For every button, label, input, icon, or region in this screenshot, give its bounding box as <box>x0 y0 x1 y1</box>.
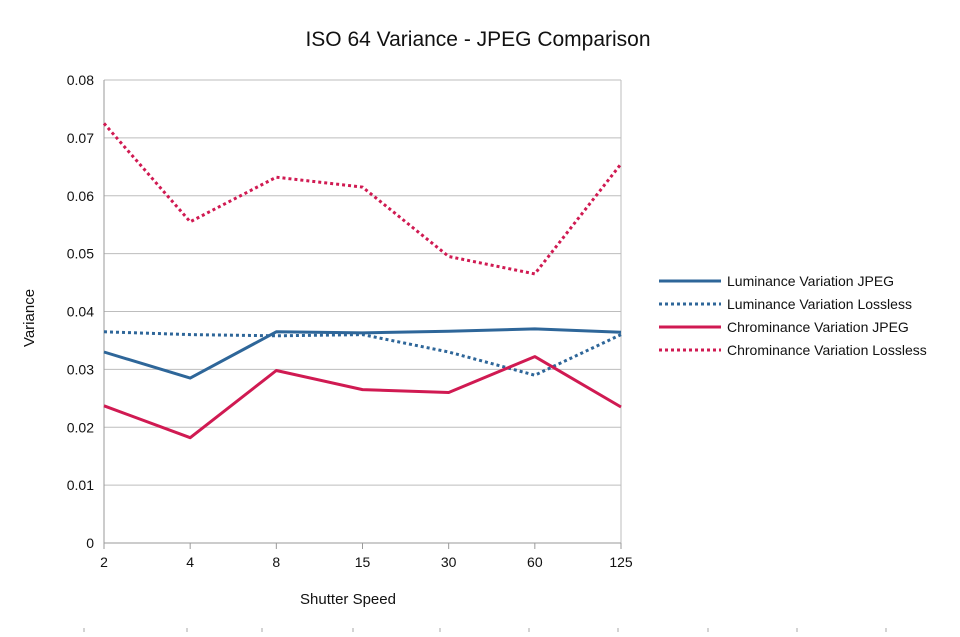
y-tick-label: 0.04 <box>67 304 94 320</box>
series-line-4 <box>102 122 623 276</box>
x-tick-label: 2 <box>100 554 108 570</box>
x-axis-label: Shutter Speed <box>300 591 396 608</box>
y-tick-label: 0.01 <box>67 477 94 493</box>
x-tick-label: 125 <box>609 554 633 570</box>
x-tick-label: 15 <box>355 554 371 570</box>
series-line-3 <box>103 355 622 440</box>
y-tick-label: 0 <box>86 535 94 551</box>
grid <box>104 79 621 544</box>
legend-label: Chrominance Variation JPEG <box>727 319 909 335</box>
series-line-2 <box>103 330 622 377</box>
y-tick-label: 0.02 <box>67 419 94 435</box>
chart-title: ISO 64 Variance - JPEG Comparison <box>305 28 650 51</box>
series-line-1 <box>103 327 622 380</box>
y-tick-label: 0.05 <box>67 246 94 262</box>
x-tick-label: 30 <box>441 554 457 570</box>
y-tick-label: 0.06 <box>67 188 94 204</box>
legend-label: Luminance Variation Lossless <box>727 296 912 312</box>
x-tick-label: 60 <box>527 554 543 570</box>
x-tick-label: 8 <box>272 554 280 570</box>
x-tick-label: 4 <box>186 554 194 570</box>
series-lines <box>102 122 623 440</box>
axes: 0 0.01 0.02 0.03 0.04 0.05 0.06 0.07 0.08 2 4 8 15 30… <box>67 72 633 570</box>
y-tick-label: 0.03 <box>67 361 94 377</box>
y-axis-label: Variance <box>21 289 38 347</box>
y-tick-label: 0.07 <box>67 130 94 146</box>
legend-label: Luminance Variation JPEG <box>727 273 894 289</box>
y-tick-label: 0.08 <box>67 72 94 88</box>
bottom-decorative-ticks <box>83 628 887 632</box>
legend-label: Chrominance Variation Lossless <box>727 342 927 358</box>
legend: Luminance Variation JPEG Luminance Variat… <box>659 273 927 358</box>
